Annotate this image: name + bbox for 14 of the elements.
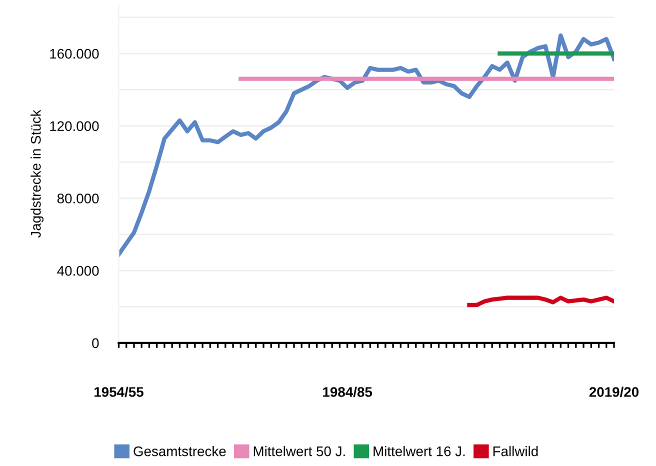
y-tick-label: 40.000 — [57, 266, 99, 276]
y-axis-title: Jagdstrecke in Stück — [30, 110, 44, 238]
legend-label: Mittelwert 16 J. — [374, 446, 465, 456]
legend-label: Gesamtstrecke — [134, 446, 226, 456]
legend-label: Fallwild — [493, 446, 538, 456]
x-tick-label: 1954/55 — [94, 386, 144, 398]
legend-label: Mittelwert 50 J. — [254, 446, 345, 456]
y-tick-label: 80.000 — [57, 194, 99, 204]
x-tick-label: 2019/20 — [589, 386, 639, 398]
line-series — [467, 296, 614, 308]
x-tick-label: 1984/85 — [323, 386, 372, 398]
y-tick-label: 120.000 — [50, 121, 99, 132]
y-tick-label: 160.000 — [50, 48, 99, 59]
y-tick-label: 0 — [92, 338, 99, 348]
